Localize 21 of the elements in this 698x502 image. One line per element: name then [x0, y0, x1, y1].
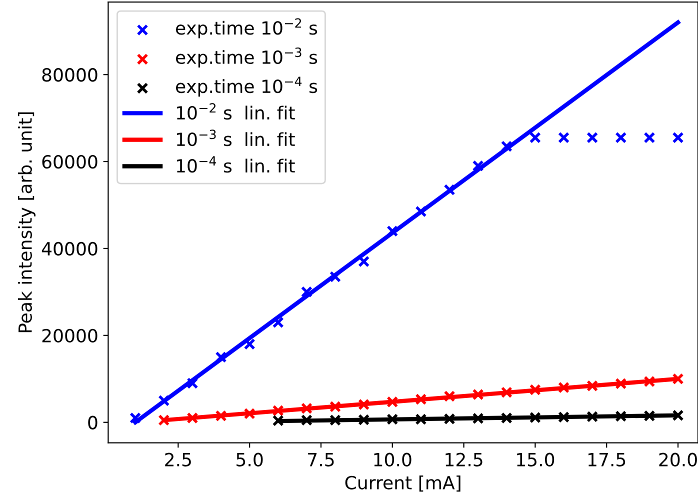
legend-label: 10$^{−3}$ s lin. fit: [176, 130, 295, 146]
legend-label: exp.time 10$^{−3}$ s: [176, 48, 318, 68]
y-tick-label: 40000: [42, 242, 98, 256]
legend-label: 10$^{−2}$ s lin. fit: [176, 103, 295, 120]
x-tick-label: 17.5: [588, 453, 626, 466]
x-tick-label: 5.0: [236, 452, 263, 466]
x-tick-label: 2.5: [165, 452, 191, 466]
x-tick-label: 20.0: [659, 452, 697, 466]
y-tick-label: 20000: [42, 328, 98, 343]
x-tick-label: 10.0: [374, 452, 412, 466]
x-tick-label: 12.5: [446, 452, 482, 466]
x-axis-title: Current [mA]: [345, 476, 460, 492]
legend-label: exp.time 10$^{−4}$ s: [176, 76, 318, 97]
x-tick-label: 7.5: [308, 453, 334, 466]
legend-label: 10$^{−4}$ s lin. fit: [176, 156, 295, 173]
x-tick-label: 15.0: [517, 452, 554, 466]
y-tick-label: 0: [88, 416, 98, 430]
y-tick-label: 60000: [42, 154, 98, 169]
y-tick-label: 80000: [42, 68, 98, 82]
y-axis-title: Peak intensity [arb. unit]: [18, 112, 36, 332]
legend-label: exp.time 10$^{−2}$ s: [176, 18, 318, 38]
